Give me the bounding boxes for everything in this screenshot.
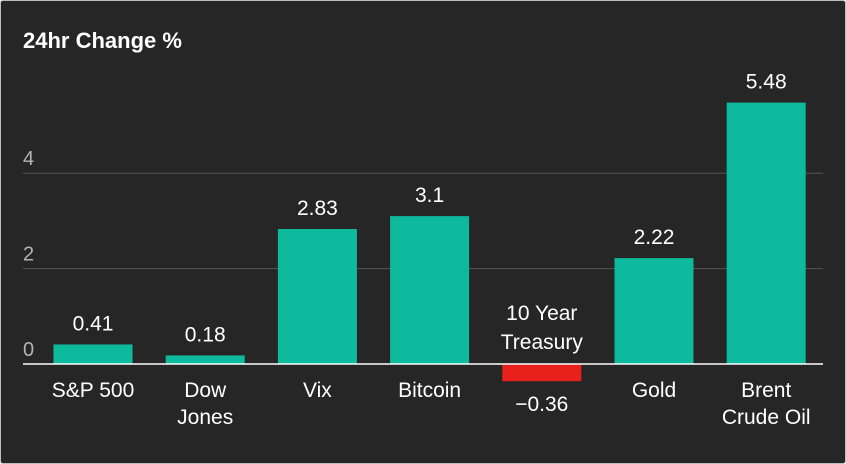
data-label: 2.83 [297,197,338,220]
data-label: 2.22 [634,226,675,249]
x-tick-label: Vix [303,379,332,402]
data-label: 0.18 [185,323,226,346]
bar [726,102,806,364]
y-tick-label: 2 [23,244,34,266]
data-label: 3.1 [415,184,444,207]
bar [502,364,582,382]
data-label: −0.36 [515,393,568,416]
y-tick-label: 0 [23,339,34,361]
y-tick-label: 4 [23,148,34,170]
x-tick-label: Dow [184,379,227,402]
data-label: 5.48 [746,71,787,94]
bar [390,216,470,364]
x-tick-label: Bitcoin [398,379,461,402]
x-tick-label: Brent [741,379,791,402]
chart-title: 24hr Change % [23,28,182,53]
x-tick-label: Gold [632,379,676,402]
bar [53,344,133,364]
x-tick-label: S&P 500 [52,379,135,402]
data-label: 0.41 [73,312,114,335]
x-tick-label: Crude Oil [722,406,811,429]
bar [165,355,245,364]
x-tick-label: Jones [177,406,233,429]
x-tick-label: Treasury [501,331,584,354]
bar [614,258,694,364]
x-tick-label: 10 Year [506,302,577,325]
bar [277,229,357,364]
